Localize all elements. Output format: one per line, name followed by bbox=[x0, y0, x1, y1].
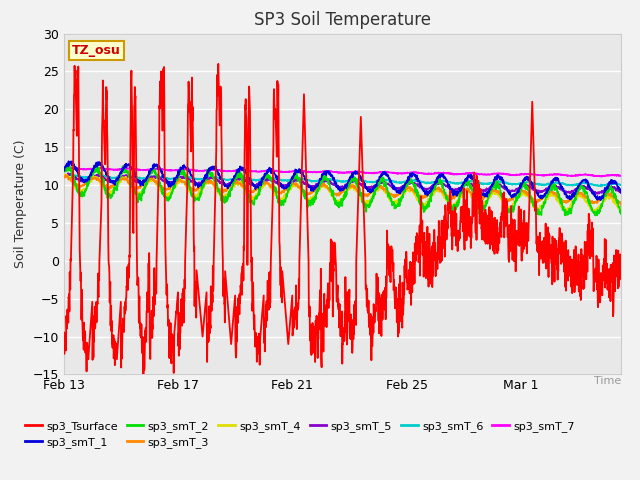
Y-axis label: Soil Temperature (C): Soil Temperature (C) bbox=[14, 140, 28, 268]
Title: SP3 Soil Temperature: SP3 Soil Temperature bbox=[254, 11, 431, 29]
Text: TZ_osu: TZ_osu bbox=[72, 44, 121, 57]
Legend: sp3_Tsurface, sp3_smT_1, sp3_smT_2, sp3_smT_3, sp3_smT_4, sp3_smT_5, sp3_smT_6, : sp3_Tsurface, sp3_smT_1, sp3_smT_2, sp3_… bbox=[25, 421, 575, 448]
Text: Time: Time bbox=[593, 376, 621, 386]
